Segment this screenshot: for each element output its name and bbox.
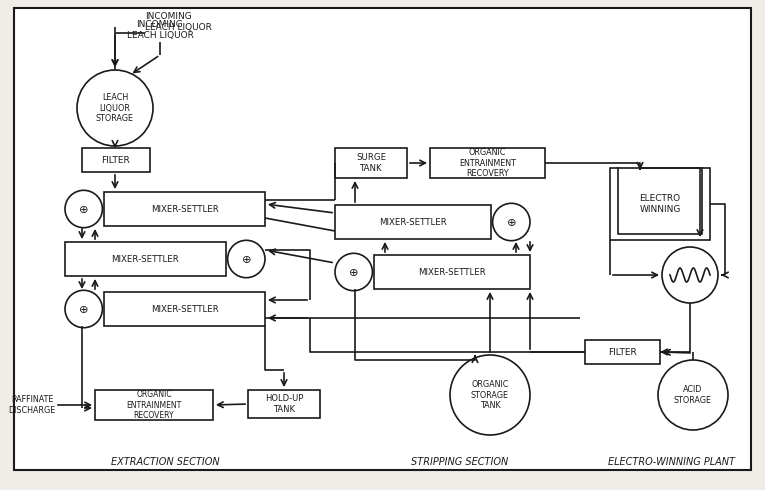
Circle shape <box>77 70 153 146</box>
Text: MIXER-SETTLER: MIXER-SETTLER <box>151 304 219 314</box>
Text: $\oplus$: $\oplus$ <box>79 203 89 215</box>
Circle shape <box>662 247 718 303</box>
Text: MIXER-SETTLER: MIXER-SETTLER <box>379 218 447 226</box>
Bar <box>335 205 490 239</box>
Text: MIXER-SETTLER: MIXER-SETTLER <box>418 268 486 276</box>
Circle shape <box>65 290 103 328</box>
Circle shape <box>228 240 265 278</box>
Bar <box>95 390 213 420</box>
Bar <box>104 192 265 226</box>
Text: SURGE
TANK: SURGE TANK <box>356 153 386 172</box>
Bar <box>104 292 265 326</box>
Bar <box>248 390 320 418</box>
Text: ORGANIC
ENTRAINMENT
RECOVERY: ORGANIC ENTRAINMENT RECOVERY <box>459 148 516 178</box>
Text: $\oplus$: $\oplus$ <box>506 217 516 227</box>
Bar <box>82 148 150 172</box>
Text: $\oplus$: $\oplus$ <box>79 303 89 315</box>
Text: FILTER: FILTER <box>102 155 130 165</box>
Text: $\oplus$: $\oplus$ <box>241 253 252 265</box>
Text: INCOMING
LEACH LIQUOR: INCOMING LEACH LIQUOR <box>145 12 212 32</box>
Circle shape <box>493 203 530 241</box>
Text: STRIPPING SECTION: STRIPPING SECTION <box>412 457 509 467</box>
Text: MIXER-SETTLER: MIXER-SETTLER <box>151 204 219 214</box>
Text: FILTER: FILTER <box>608 347 637 357</box>
Text: LEACH
LIQUOR
STORAGE: LEACH LIQUOR STORAGE <box>96 93 134 123</box>
Circle shape <box>65 190 103 228</box>
Bar <box>585 340 660 364</box>
Bar <box>430 148 545 178</box>
Text: ORGANIC
ENTRAINMENT
RECOVERY: ORGANIC ENTRAINMENT RECOVERY <box>126 390 181 420</box>
Text: RAFFINATE
DISCHARGE: RAFFINATE DISCHARGE <box>8 395 56 415</box>
Circle shape <box>658 360 728 430</box>
Text: ELECTRO-WINNING PLANT: ELECTRO-WINNING PLANT <box>608 457 735 467</box>
Circle shape <box>335 253 373 291</box>
Text: ACID
STORAGE: ACID STORAGE <box>674 385 712 405</box>
Bar <box>65 242 226 276</box>
Text: $\oplus$: $\oplus$ <box>348 267 359 277</box>
Text: HOLD-UP
TANK: HOLD-UP TANK <box>265 394 303 414</box>
Text: ELECTRO
WINNING: ELECTRO WINNING <box>640 195 681 214</box>
Text: EXTRACTION SECTION: EXTRACTION SECTION <box>111 457 220 467</box>
Bar <box>610 168 710 240</box>
Circle shape <box>450 355 530 435</box>
Text: MIXER-SETTLER: MIXER-SETTLER <box>112 254 179 264</box>
Text: ORGANIC
STORAGE
TANK: ORGANIC STORAGE TANK <box>471 380 509 410</box>
Text: INCOMING
LEACH LIQUOR: INCOMING LEACH LIQUOR <box>126 20 194 40</box>
Bar <box>335 148 407 178</box>
Bar <box>374 255 530 289</box>
